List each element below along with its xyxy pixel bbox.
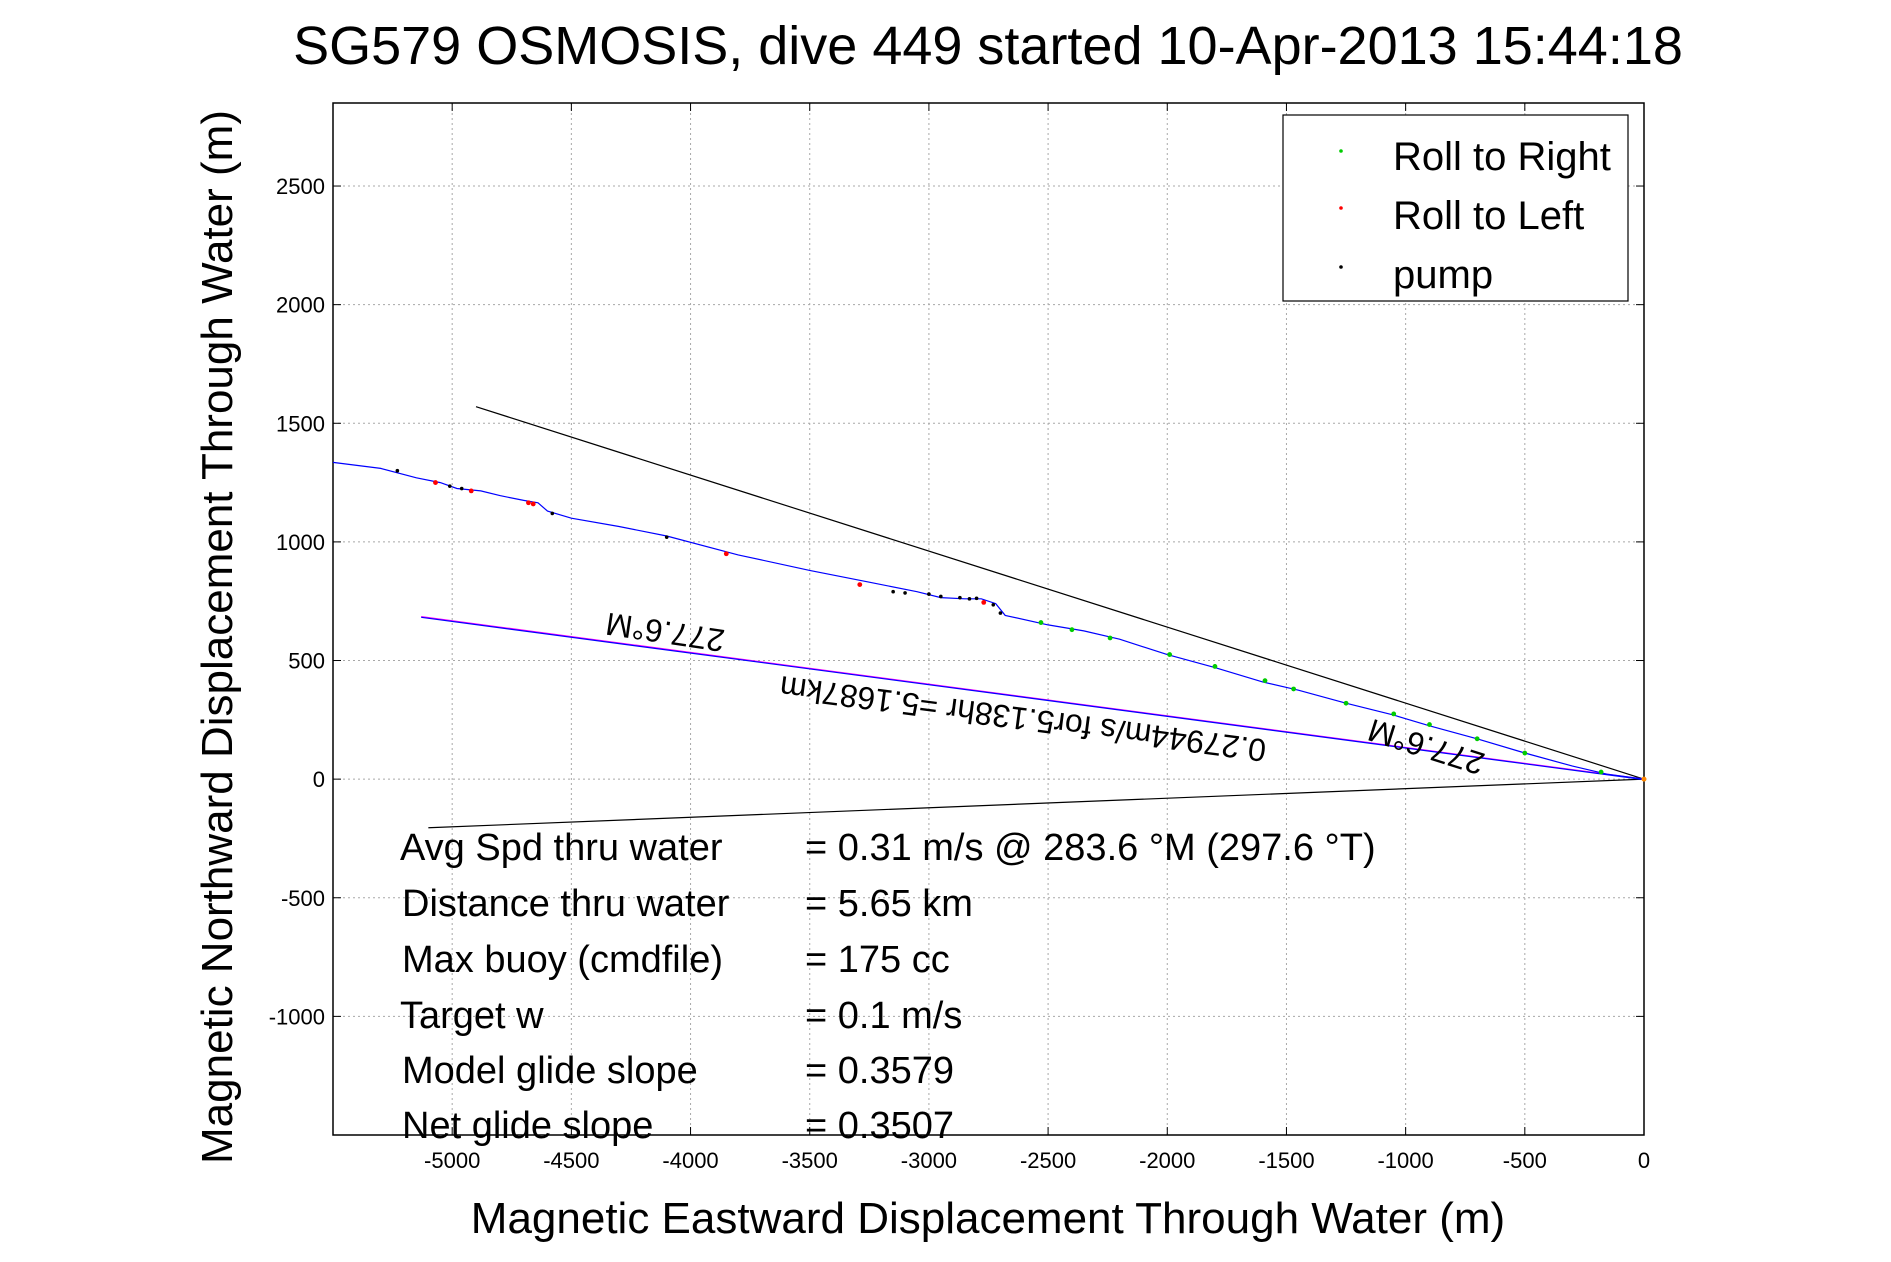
pump-point <box>664 535 669 539</box>
roll-left-point <box>857 582 863 587</box>
pump-point <box>550 511 555 516</box>
x-tick-label: 0 <box>1638 1148 1650 1173</box>
pump-point <box>927 592 931 596</box>
stat-value-net-glide: = 0.3507 <box>805 1105 954 1147</box>
pump-point <box>958 595 962 600</box>
roll-left-point <box>530 501 536 507</box>
x-tick-label: -1500 <box>1258 1148 1314 1173</box>
reference-line-1 <box>428 778 1645 829</box>
y-tick-label: 500 <box>288 649 325 674</box>
x-tick-label: -1000 <box>1377 1148 1433 1173</box>
x-tick-label: -500 <box>1503 1148 1547 1173</box>
y-tick-label: 2500 <box>276 174 325 199</box>
x-tick-label: -4000 <box>662 1148 718 1173</box>
stat-value-distance: = 5.65 km <box>805 883 973 925</box>
legend-label-roll-left: Roll to Left <box>1393 194 1584 238</box>
legend-marker-pump <box>1339 265 1343 269</box>
legend-marker-roll-right <box>1339 149 1343 153</box>
reference-line-0 <box>475 406 1645 780</box>
legend: Roll to Right Roll to Left pump <box>1282 114 1629 302</box>
y-tick-label: -1000 <box>269 1004 325 1029</box>
y-tick-label: 0 <box>313 767 325 792</box>
roll-right-point <box>1391 711 1397 717</box>
roll-right-point <box>1598 769 1604 775</box>
stat-value-max-buoy: = 175 cc <box>805 939 950 981</box>
pump-point <box>939 594 943 599</box>
x-tick-label: -2500 <box>1020 1148 1076 1173</box>
stat-label-max-buoy: Max buoy (cmdfile) <box>402 939 723 981</box>
stat-label-net-glide: Net glide slope <box>402 1105 653 1147</box>
roll-right-point <box>1262 678 1268 684</box>
y-tick-label: 2000 <box>276 293 325 318</box>
pump-point <box>967 597 972 601</box>
roll-right-point <box>1038 620 1044 625</box>
legend-label-pump: pump <box>1393 253 1493 297</box>
ticks: -5000 -4500 -4000 -3500 -3000 -2500 -2000 -1500… <box>269 103 1650 1173</box>
roll-right-point <box>1069 627 1075 633</box>
origin-marker <box>1641 776 1647 782</box>
x-tick-label: -2000 <box>1139 1148 1195 1173</box>
y-tick-label: 1000 <box>276 530 325 555</box>
roll-right-point <box>1474 736 1480 742</box>
pump-point <box>447 484 452 488</box>
reference-line-3 <box>421 616 1645 781</box>
chart-title: SG579 OSMOSIS, dive 449 started 10-Apr-2… <box>293 16 1683 76</box>
stat-value-model-glide: = 0.3579 <box>805 1050 954 1092</box>
stat-value-target-w: = 0.1 m/s <box>805 995 962 1037</box>
pump-point <box>974 596 979 601</box>
stat-label-distance: Distance thru water <box>402 883 730 925</box>
roll-left-point <box>526 500 531 506</box>
pump-point <box>903 591 907 595</box>
roll-left-point <box>433 480 438 485</box>
roll-left-point <box>723 551 729 557</box>
x-tick-label: -3000 <box>901 1148 957 1173</box>
stats-block: Avg Spd thru water = 0.31 m/s @ 283.6 °M… <box>400 827 1376 1147</box>
markers <box>395 468 1647 782</box>
roll-right-point <box>1291 686 1297 692</box>
roll-right-point <box>1212 664 1218 669</box>
roll-right-point <box>1107 635 1113 641</box>
stat-label-avg-speed: Avg Spd thru water <box>400 827 723 869</box>
pump-point <box>991 602 996 607</box>
x-tick-label: -3500 <box>782 1148 838 1173</box>
stat-value-avg-speed: = 0.31 m/s @ 283.6 °M (297.6 °T) <box>805 827 1376 869</box>
roll-left-point <box>981 599 987 605</box>
x-tick-label: -5000 <box>424 1148 480 1173</box>
axes-frame <box>332 102 1645 1136</box>
y-tick-label: -500 <box>281 886 325 911</box>
roll-right-point <box>1343 700 1349 706</box>
roll-left-point <box>468 488 474 494</box>
x-tick-label: -4500 <box>543 1148 599 1173</box>
legend-marker-roll-left <box>1339 206 1343 210</box>
pump-point <box>891 589 895 594</box>
reference-lines <box>421 406 1645 829</box>
roll-right-point <box>1427 722 1432 727</box>
pump-point <box>459 486 464 491</box>
roll-right-point <box>1167 652 1173 657</box>
stat-label-target-w: Target w <box>400 995 544 1037</box>
legend-label-roll-right: Roll to Right <box>1393 135 1611 179</box>
roll-right-point <box>1522 750 1528 756</box>
x-axis-label: Magnetic Eastward Displacement Through W… <box>471 1194 1505 1243</box>
y-tick-label: 1500 <box>276 411 325 436</box>
pump-point <box>998 611 1003 615</box>
pump-point <box>395 468 400 473</box>
stat-label-model-glide: Model glide slope <box>402 1050 698 1092</box>
y-axis-label: Magnetic Northward Displacement Through … <box>193 110 242 1164</box>
